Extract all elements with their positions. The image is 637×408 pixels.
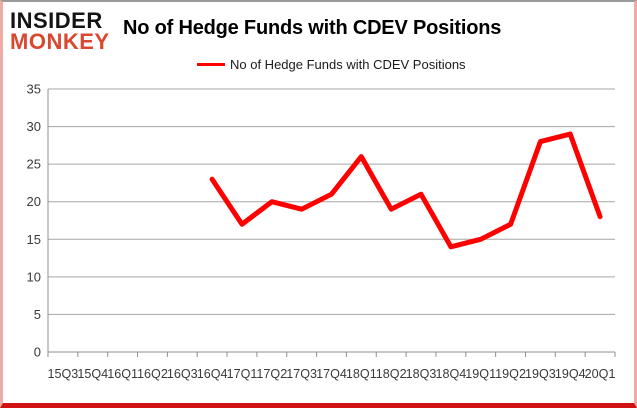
x-tick-label: 19Q2 <box>495 367 526 381</box>
x-tick-label: 18Q1 <box>346 367 377 381</box>
x-tick-label: 19Q4 <box>555 367 586 381</box>
x-tick-label: 18Q3 <box>406 367 437 381</box>
y-tick-label: 10 <box>27 269 41 284</box>
insider-monkey-logo: INSIDER MONKEY <box>10 8 110 54</box>
x-tick-label: 16Q4 <box>197 367 228 381</box>
legend: No of Hedge Funds with CDEV Positions <box>197 56 466 72</box>
chart-title: No of Hedge Funds with CDEV Positions <box>123 17 502 39</box>
y-tick-label: 15 <box>27 232 41 247</box>
x-tick-label: 15Q3 <box>48 367 79 381</box>
x-tick-label: 17Q1 <box>227 367 258 381</box>
y-tick-label: 30 <box>27 119 41 134</box>
x-tick-label: 16Q1 <box>107 367 138 381</box>
x-tick-label: 15Q4 <box>77 367 108 381</box>
data-line-series <box>209 131 603 250</box>
x-tick-label: 20Q1 <box>585 367 616 381</box>
y-tick-label: 25 <box>27 157 41 172</box>
legend-label: No of Hedge Funds with CDEV Positions <box>230 56 466 72</box>
legend-line-swatch <box>197 62 225 66</box>
x-tick-label: 18Q2 <box>376 367 407 381</box>
y-tick-label: 35 <box>27 82 41 97</box>
x-tick-label: 19Q1 <box>465 367 496 381</box>
x-tick-label: 18Q4 <box>435 367 466 381</box>
x-tick-label: 17Q3 <box>286 367 317 381</box>
logo-insider-text: INSIDER <box>10 8 103 33</box>
y-tick-label: 20 <box>27 194 41 209</box>
x-tick-label: 17Q2 <box>256 367 287 381</box>
y-tick-label: 5 <box>34 307 41 322</box>
x-tick-label: 16Q2 <box>137 367 168 381</box>
logo-monkey-text: MONKEY <box>10 28 110 54</box>
y-tick-label: 0 <box>34 345 41 360</box>
x-tick-label: 19Q3 <box>525 367 556 381</box>
x-tick-label: 16Q3 <box>167 367 198 381</box>
x-tick-label: 17Q4 <box>316 367 347 381</box>
